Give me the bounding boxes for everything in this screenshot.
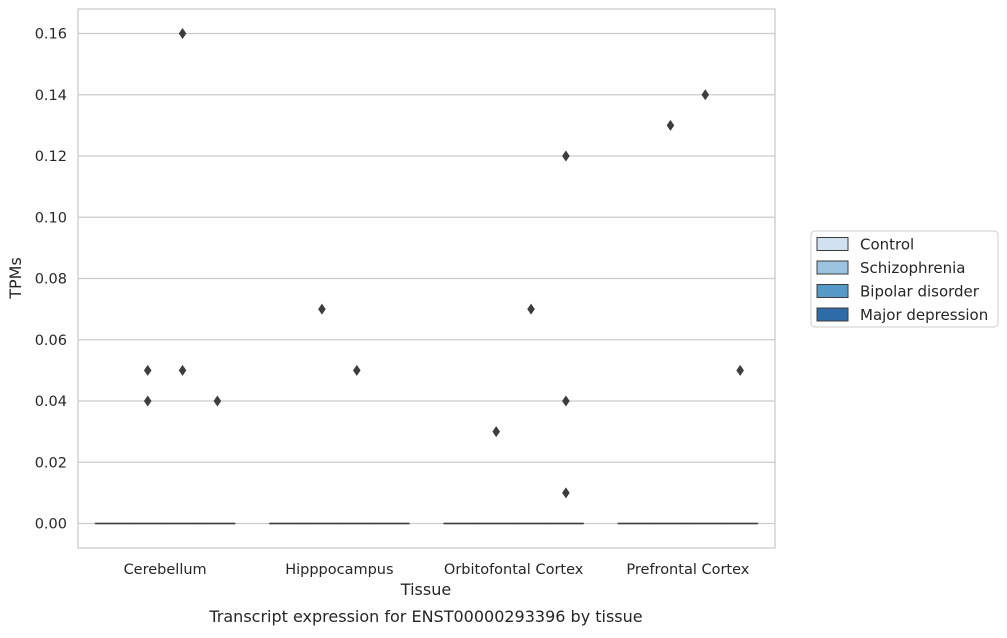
- y-tick-label: 0.10: [35, 210, 67, 226]
- outlier-marker: [214, 396, 222, 407]
- y-tick-label: 0.06: [35, 333, 67, 349]
- outlier-marker: [562, 396, 570, 407]
- outlier-marker: [318, 304, 326, 315]
- x-axis-title: Tissue: [400, 580, 451, 599]
- x-tick-label: Prefrontal Cortex: [626, 562, 749, 578]
- y-tick-label: 0.08: [35, 272, 67, 288]
- legend: Control Schizophrenia Bipolar disorder Majo…: [811, 231, 998, 327]
- y-tick-label: 0.16: [35, 27, 67, 43]
- outlier-marker: [144, 396, 152, 407]
- legend-swatch: [817, 308, 848, 321]
- y-axis-title: TPMs: [6, 257, 25, 300]
- y-tick-label: 0.04: [35, 394, 67, 410]
- y-tick-label: 0.00: [35, 517, 67, 533]
- legend-label: Schizophrenia: [860, 259, 965, 277]
- legend-label: Bipolar disorder: [860, 283, 980, 301]
- outlier-marker: [736, 365, 744, 376]
- x-tick-label: Orbitofontal Cortex: [444, 562, 584, 578]
- y-tick-label: 0.02: [35, 455, 67, 471]
- outlier-marker: [179, 28, 187, 39]
- grid-layer: [78, 34, 775, 524]
- x-tick-labels: Cerebellum Hipppocampus Orbitofontal Corte…: [124, 562, 750, 578]
- x-tick-label: Hipppocampus: [285, 562, 393, 578]
- outlier-marker: [179, 365, 187, 376]
- legend-swatch: [817, 285, 848, 298]
- outlier-marker: [702, 89, 710, 100]
- y-tick-label: 0.12: [35, 149, 67, 165]
- outlier-marker: [667, 120, 675, 131]
- outlier-marker: [492, 426, 500, 437]
- outliers-layer: [144, 28, 744, 498]
- outlier-marker: [144, 365, 152, 376]
- outlier-marker: [527, 304, 535, 315]
- y-tick-label: 0.14: [35, 88, 67, 104]
- legend-label: Major depression: [860, 306, 988, 324]
- outlier-marker: [562, 487, 570, 498]
- outlier-marker: [353, 365, 361, 376]
- legend-label: Control: [860, 236, 914, 254]
- legend-swatch: [817, 238, 848, 251]
- outlier-marker: [562, 151, 570, 162]
- legend-swatch: [817, 261, 848, 274]
- x-tick-label: Cerebellum: [124, 562, 207, 578]
- y-tick-labels: 0.00 0.02 0.04 0.06 0.08 0.10 0.12 0.14 0.16: [35, 27, 67, 533]
- chart-caption: Transcript expression for ENST0000029339…: [208, 607, 642, 626]
